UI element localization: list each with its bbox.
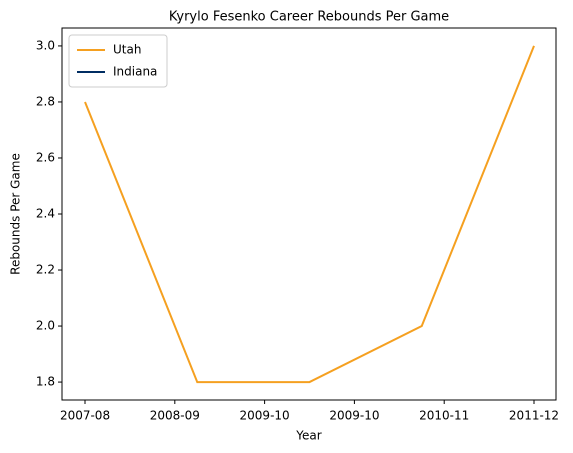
legend-label: Utah	[113, 43, 141, 57]
y-tick-label: 2.4	[36, 207, 55, 221]
chart-title: Kyrylo Fesenko Career Rebounds Per Game	[169, 10, 449, 25]
y-tick-label: 2.0	[36, 319, 55, 333]
x-tick-label: 2009-10	[240, 409, 290, 423]
y-axis-label: Rebounds Per Game	[9, 153, 23, 275]
y-tick-label: 2.8	[36, 94, 55, 108]
x-tick-label: 2008-09	[150, 409, 200, 423]
y-tick-label: 3.0	[36, 38, 55, 52]
x-tick-label: 2010-11	[419, 409, 469, 423]
y-tick-label: 1.8	[36, 375, 55, 389]
x-tick-label: 2009-10	[329, 409, 379, 423]
y-tick-label: 2.6	[36, 150, 55, 164]
legend-box	[68, 34, 168, 88]
line-series	[84, 45, 535, 384]
axes-frame	[61, 27, 557, 401]
y-tick-label: 2.2	[36, 263, 55, 277]
x-tick-label: 2011-12	[509, 409, 559, 423]
legend-label: Indiana	[113, 65, 157, 79]
x-tick-label: 2007-08	[60, 409, 110, 423]
x-axis-label: Year	[295, 429, 321, 443]
